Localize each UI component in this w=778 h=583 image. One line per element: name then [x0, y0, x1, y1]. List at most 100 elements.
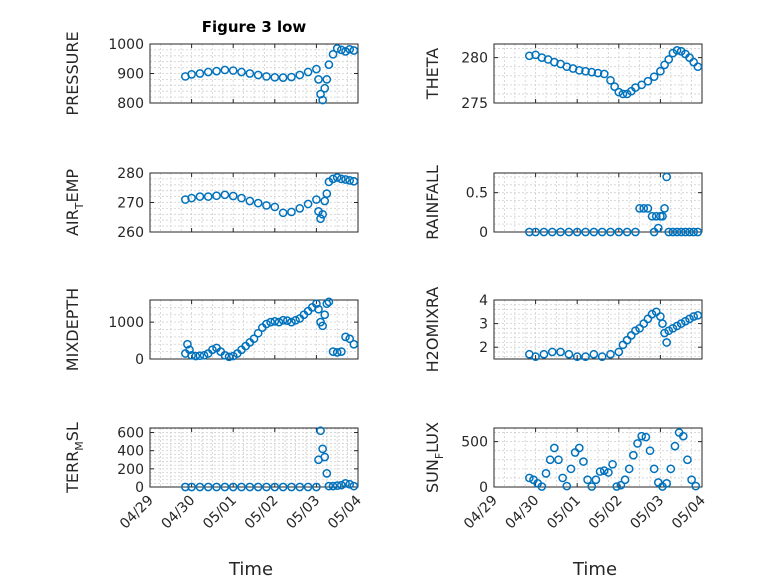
data-point-sun_flux — [670, 441, 680, 451]
y-tick-label: 900 — [117, 67, 144, 83]
data-point-mixdepth — [185, 345, 194, 355]
data-point-pressure — [187, 70, 196, 79]
data-point-mixdepth — [208, 345, 217, 355]
data-point-mixdepth — [328, 347, 338, 356]
data-point-air_temp — [295, 204, 305, 213]
data-point-mixdepth — [199, 350, 209, 360]
data-point-terr_msl — [322, 469, 332, 478]
data-point-theta — [610, 82, 619, 92]
data-point-rainfall — [631, 227, 640, 237]
data-point-sun_flux — [649, 464, 659, 474]
y-tick-label: 0 — [479, 225, 488, 241]
y-tick-label: 0 — [135, 480, 144, 496]
data-point-sun_flux — [683, 455, 692, 465]
y-tick-label: 280 — [461, 51, 488, 67]
data-point-pressure — [312, 64, 321, 74]
y-axis-label: PRESSURE — [63, 31, 82, 115]
data-point-theta — [587, 67, 597, 77]
data-point-sun_flux — [525, 473, 534, 483]
data-point-rainfall — [531, 227, 540, 237]
data-point-terr_msl — [181, 482, 190, 492]
data-point-pressure — [322, 75, 332, 84]
y-axis-label: MIXDEPTH — [63, 288, 82, 371]
data-point-theta — [693, 62, 703, 72]
data-point-air_temp — [278, 208, 288, 218]
data-point-pressure — [345, 44, 355, 54]
panel-sun_flux: 0 500 04/29 04/30 05/01 05/02 05/03 05/04 SUNFLU… — [423, 422, 709, 532]
data-point-terr_msl — [349, 481, 359, 491]
data-point-mixdepth — [249, 334, 259, 344]
data-point-h2omixra — [597, 352, 607, 361]
data-point-pressure — [262, 72, 271, 81]
data-point-mixdepth — [224, 352, 234, 362]
y-tick-label: 400 — [117, 444, 144, 460]
data-point-rainfall — [614, 227, 624, 237]
data-point-mixdepth — [332, 348, 342, 357]
data-point-sun_flux — [554, 455, 563, 465]
y-axis-label: TERRMSL — [63, 422, 86, 494]
data-point-rainfall — [643, 204, 653, 213]
y-axis-label-text: EMP — [63, 169, 82, 203]
x-tick-label: 05/01 — [200, 493, 240, 533]
data-point-pressure — [253, 70, 263, 80]
data-point-air_temp — [345, 176, 355, 185]
panel-terr_msl: 0 200 400 600 04/29 04/30 05/01 05/02 05/03 05/04… — [63, 422, 365, 532]
data-point-terr_msl — [312, 482, 321, 492]
y-axis-label-text: H2OMIXRA — [423, 287, 442, 373]
data-point-h2omixra — [531, 352, 540, 361]
data-point-pressure — [245, 69, 255, 78]
data-point-air_temp — [328, 174, 338, 184]
y-axis-label-text: TERR — [63, 451, 82, 494]
data-point-rainfall — [572, 227, 582, 237]
data-point-theta — [660, 60, 669, 70]
data-point-rainfall — [647, 211, 657, 221]
data-point-pressure — [341, 47, 350, 56]
data-point-theta — [649, 72, 659, 82]
y-axis-label-subscript: F — [433, 453, 446, 459]
data-point-terr_msl — [195, 482, 205, 492]
panel-theta: 275 280 THETA — [423, 43, 703, 112]
y-tick-label: 0 — [135, 352, 144, 368]
data-point-rainfall — [689, 227, 699, 237]
data-point-sun_flux — [549, 443, 559, 453]
data-point-mixdepth — [322, 299, 332, 309]
data-point-h2omixra — [589, 349, 599, 359]
panel-pressure: 800 900 1000 PRESSURE Figure 3 low — [63, 18, 359, 116]
data-point-h2omixra — [564, 349, 574, 359]
data-point-h2omixra — [693, 310, 703, 320]
data-point-sun_flux — [579, 457, 588, 466]
y-axis-label: H2OMIXRA — [423, 287, 442, 373]
data-point-mixdepth — [253, 328, 263, 338]
panel-rainfall: 0 0.5 RAINFALL — [423, 165, 703, 241]
data-point-mixdepth — [274, 317, 284, 327]
data-point-air_temp — [322, 189, 332, 198]
data-point-rainfall — [564, 227, 574, 237]
data-point-theta — [637, 80, 647, 90]
data-point-air_temp — [332, 173, 342, 182]
data-point-rainfall — [681, 227, 690, 237]
y-axis-label-text: AIR — [63, 209, 82, 236]
data-point-rainfall — [651, 211, 661, 221]
data-point-pressure — [237, 67, 246, 77]
data-point-sun_flux — [678, 431, 688, 441]
panel-air_temp: 260 270 280 AIRTEMP — [63, 166, 359, 241]
data-point-air_temp — [220, 190, 230, 200]
data-point-air_temp — [245, 196, 255, 206]
data-point-air_temp — [349, 176, 359, 186]
data-point-theta — [593, 68, 603, 78]
data-point-terr_msl — [345, 479, 355, 489]
data-point-sun_flux — [570, 448, 580, 457]
panel-h2omixra: 2 3 4 H2OMIXRA — [423, 287, 703, 373]
data-point-rainfall — [660, 204, 669, 213]
data-point-sun_flux — [537, 482, 547, 491]
data-point-air_temp — [195, 192, 205, 201]
y-axis-label: THETA — [423, 48, 442, 100]
y-tick-label: 800 — [117, 96, 144, 112]
data-point-sun_flux — [562, 481, 572, 491]
data-point-mixdepth — [183, 339, 192, 349]
data-point-mixdepth — [187, 350, 196, 360]
y-tick-label: 3 — [479, 317, 488, 333]
data-point-sun_flux — [616, 480, 626, 490]
data-point-rainfall — [639, 204, 649, 213]
